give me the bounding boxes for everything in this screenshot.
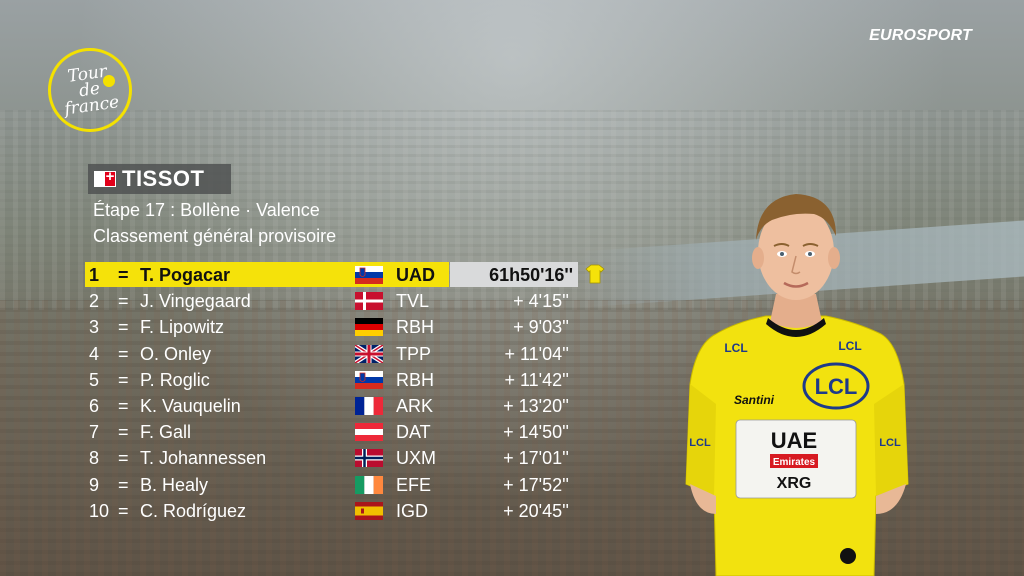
rank: 4 (89, 343, 100, 364)
rank: 6 (89, 395, 100, 416)
standings-row: 9 = B. Healy EFE + 17'52'' (85, 472, 615, 498)
leader-time-box (450, 262, 578, 287)
gc-time-gap: + 14'50'' (503, 422, 569, 443)
team-code: TVL (396, 291, 430, 312)
rank-change: = (118, 369, 129, 390)
team-code: IGD (396, 500, 429, 521)
standings-row: 5 = P. Roglic RBH + 11'42'' (85, 367, 615, 393)
team-code: UXM (396, 448, 436, 469)
standings-row: 8 = T. Johannessen UXM + 17'01'' (85, 445, 615, 471)
rank: 3 (89, 317, 100, 338)
gc-time-gap: + 9'03'' (513, 317, 569, 338)
rank-change: = (118, 395, 129, 416)
stage-title: Étape 17 : Bollène · Valence (93, 200, 320, 220)
flag-france-icon (355, 396, 383, 415)
flag-slovenia-icon (355, 266, 383, 284)
flag-germany-icon (355, 318, 383, 337)
flag-norway-icon (355, 449, 383, 468)
yellow-jersey-icon (585, 264, 605, 284)
gc-time: 61h50'16'' (489, 265, 573, 285)
sponsor-name: TISSOT (122, 166, 205, 191)
team-code: RBH (396, 317, 435, 338)
rider-name: T. Pogacar (140, 265, 231, 285)
team-code: UAD (396, 265, 435, 285)
svg-text:LCL: LCL (689, 437, 711, 449)
rider-name: B. Healy (140, 474, 209, 495)
tour-de-france-sun-icon (103, 75, 115, 87)
team-code: ARK (396, 395, 434, 416)
team-code: RBH (396, 369, 435, 390)
rider-name: F. Gall (140, 422, 192, 443)
team-code: TPP (396, 343, 432, 364)
flag-uk-icon (355, 344, 383, 363)
jersey-maker-label: Santini (734, 393, 775, 407)
standings-row: 2 = J. Vingegaard TVL + 4'15'' (85, 288, 615, 314)
tissot-cross-icon (94, 168, 116, 187)
rider-name: C. Rodríguez (140, 500, 247, 521)
gc-time-gap: + 17'52'' (503, 474, 569, 495)
rank-change: = (118, 448, 129, 469)
leader-highlight (85, 262, 449, 287)
standings-row: 7 = F. Gall DAT + 14'50'' (85, 419, 615, 445)
rider-portrait: LCL LCL LCL LCL LCL Santini UAE Emirates… (685, 194, 909, 576)
rank: 5 (89, 369, 100, 390)
rider-name: J. Vingegaard (140, 291, 251, 312)
rank: 10 (89, 500, 110, 521)
tour-de-france-logo: Tour de france (48, 48, 132, 132)
classification-title: Classement général provisoire (93, 226, 337, 246)
team-code: DAT (396, 422, 431, 443)
rider-name: P. Roglic (140, 369, 210, 390)
gc-time-gap: + 17'01'' (503, 448, 569, 469)
jersey-sponsor-emirates: Emirates (773, 457, 816, 468)
gc-time-gap: + 4'15'' (513, 291, 569, 312)
rank: 2 (89, 291, 100, 312)
rank: 9 (89, 474, 100, 495)
rider-name: K. Vauquelin (140, 395, 241, 416)
jersey-sponsor-uae: UAE (771, 428, 817, 453)
rank-change: = (118, 343, 129, 364)
gc-time-gap: + 13'20'' (503, 395, 569, 416)
jersey-sponsor-xrg: XRG (777, 475, 812, 492)
standings-table: 1 = T. Pogacar UAD 61h50'16'' 2 = J. Vin… (85, 262, 615, 524)
eurosport-logo: EUROSPORT (869, 27, 972, 44)
rank-change: = (118, 317, 129, 338)
flag-denmark-icon (355, 292, 383, 311)
standings-row: 6 = K. Vauquelin ARK + 13'20'' (85, 393, 615, 419)
gc-time-gap: + 11'42'' (504, 369, 569, 390)
rank: 7 (89, 422, 100, 443)
svg-text:LCL: LCL (879, 437, 901, 449)
rank: 1 (89, 265, 100, 285)
flag-austria-icon (355, 423, 383, 442)
standings-row: 10 = C. Rodríguez IGD + 20'45'' (85, 498, 615, 524)
sponsor-badge: TISSOT (88, 164, 231, 194)
rank-change: = (118, 500, 129, 521)
standings-row-leader: 1 = T. Pogacar UAD 61h50'16'' (85, 262, 615, 288)
flag-spain-icon (355, 501, 383, 520)
flag-slovenia-icon (355, 370, 383, 389)
gc-time-gap: + 20'45'' (503, 500, 569, 521)
rider-name: T. Johannessen (140, 448, 267, 469)
standings-row: 4 = O. Onley TPP + 11'04'' (85, 341, 615, 367)
tour-de-france-logo-text: Tour de france (63, 61, 121, 120)
rider-name: O. Onley (140, 343, 212, 364)
svg-text:LCL: LCL (724, 341, 747, 355)
svg-text:LCL: LCL (838, 339, 861, 353)
rider-name: F. Lipowitz (140, 317, 225, 338)
rank: 8 (89, 448, 100, 469)
rank-change: = (118, 474, 129, 495)
rank-change: = (118, 422, 129, 443)
team-code: EFE (396, 474, 432, 495)
rank-change: = (118, 291, 129, 312)
standings-row: 3 = F. Lipowitz RBH + 9'03'' (85, 314, 615, 340)
rank-change: = (118, 265, 129, 285)
jersey-chest-label: LCL (815, 374, 858, 399)
jersey-lcl-logo: LCL (802, 362, 870, 410)
flag-ireland-icon (355, 475, 383, 494)
gc-time-gap: + 11'04'' (504, 343, 569, 364)
